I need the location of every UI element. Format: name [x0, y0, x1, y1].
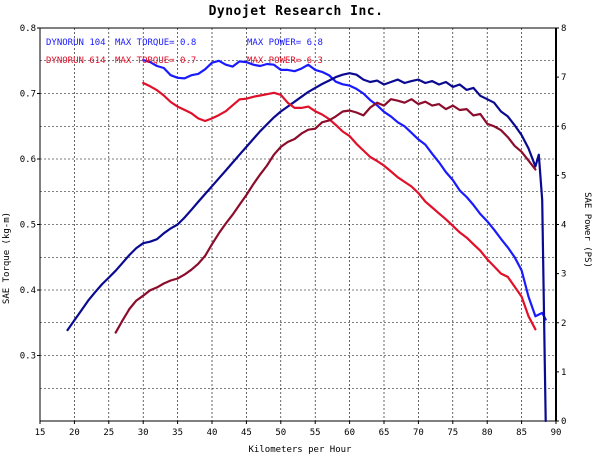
- x-tick-label: 30: [138, 428, 149, 438]
- series-lines: [66, 58, 547, 423]
- y-right-tick-label: 0: [561, 417, 566, 427]
- legend-run-2: DYNORUN 614: [46, 56, 106, 66]
- x-tick-label: 50: [275, 428, 286, 438]
- y-left-tick-label: 0.4: [20, 286, 36, 296]
- series-line-3: [142, 81, 537, 331]
- legend-power-1: MAX POWER= 6.8: [247, 38, 323, 48]
- x-tick-label: 15: [35, 428, 46, 438]
- y-left-axis-ticks: 0.3 0.4 0.5 0.6 0.7 0.8: [20, 24, 40, 362]
- y-right-tick-label: 1: [561, 368, 566, 378]
- y-right-tick-label: 7: [561, 73, 566, 83]
- legend-run-1: DYNORUN 104: [46, 38, 106, 48]
- y-right-axis-ticks: 0 1 2 3 4 5 6 7 8: [556, 24, 566, 427]
- chart-title: Dynojet Research Inc.: [209, 4, 384, 19]
- y-left-tick-label: 0.5: [20, 221, 36, 231]
- y-right-tick-label: 4: [561, 221, 566, 231]
- y-right-tick-label: 6: [561, 122, 566, 132]
- y-right-axis-label: SAE Power (PS): [582, 192, 592, 268]
- x-tick-label: 85: [516, 428, 527, 438]
- x-tick-label: 90: [551, 428, 562, 438]
- y-right-tick-label: 5: [561, 171, 566, 181]
- y-left-tick-label: 0.6: [20, 155, 36, 165]
- y-left-tick-label: 0.7: [20, 90, 36, 100]
- x-tick-label: 20: [69, 428, 80, 438]
- series-line-4: [114, 98, 537, 334]
- y-right-tick-label: 8: [561, 24, 566, 34]
- legend-power-2: MAX POWER= 6.3: [247, 56, 323, 66]
- grid-lines: [40, 28, 556, 421]
- series-line-2: [66, 72, 547, 423]
- x-tick-label: 80: [482, 428, 493, 438]
- x-tick-label: 60: [344, 428, 355, 438]
- x-tick-label: 75: [447, 428, 458, 438]
- x-axis-ticks: 15 20 25 30 35 40 45 50 55 60 65 70 75 80 85 90: [35, 421, 562, 438]
- x-tick-label: 55: [310, 428, 321, 438]
- x-tick-label: 65: [379, 428, 390, 438]
- y-left-axis-label: SAE Torque (kg-m): [2, 212, 12, 304]
- x-tick-label: 40: [207, 428, 218, 438]
- legend: DYNORUN 104 MAX TORQUE= 0.8 MAX POWER= 6…: [46, 38, 323, 66]
- legend-torque-1: MAX TORQUE= 0.8: [115, 38, 196, 48]
- x-tick-label: 25: [103, 428, 114, 438]
- y-left-tick-label: 0.8: [20, 24, 36, 34]
- series-line-1: [142, 58, 547, 321]
- y-left-tick-label: 0.3: [20, 352, 36, 362]
- x-tick-label: 35: [172, 428, 183, 438]
- legend-torque-2: MAX TORQUE= 0.7: [115, 56, 196, 66]
- y-right-tick-label: 3: [561, 270, 566, 280]
- x-axis-label: Kilometers per Hour: [249, 445, 353, 455]
- x-tick-label: 45: [241, 428, 252, 438]
- x-tick-label: 70: [413, 428, 424, 438]
- y-right-tick-label: 2: [561, 319, 566, 329]
